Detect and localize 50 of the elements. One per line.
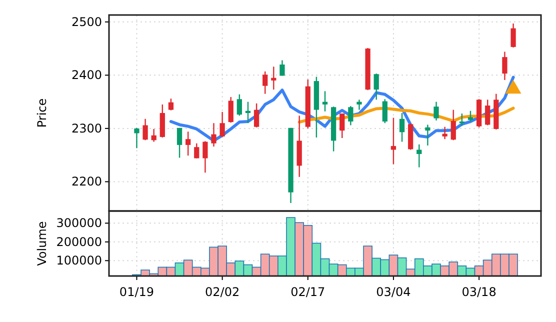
candlestick — [245, 101, 251, 124]
y-tick-label: 2400 — [71, 68, 102, 82]
candlestick — [168, 98, 174, 111]
candlestick — [399, 112, 405, 142]
candlestick — [416, 144, 422, 168]
y-tick-label: 300000 — [56, 216, 102, 230]
x-tick-label: 02/02 — [205, 285, 240, 300]
candlestick — [134, 127, 140, 149]
candlestick — [262, 70, 268, 94]
x-tick-label: 01/19 — [119, 285, 154, 300]
candlestick — [425, 124, 430, 146]
candlestick — [468, 110, 474, 122]
candlestick — [142, 118, 148, 141]
candlestick — [151, 128, 156, 142]
candlestick — [194, 142, 200, 159]
y-axis-title: Volume — [35, 221, 49, 266]
y-tick-label: 2200 — [71, 174, 102, 189]
candlestick — [510, 22, 516, 48]
candlestick — [236, 94, 242, 116]
candlestick — [186, 131, 191, 156]
candlestick — [211, 122, 216, 148]
y-tick-label: 100000 — [56, 253, 102, 268]
x-tick-label: 02/17 — [290, 285, 326, 300]
candlestick — [450, 109, 456, 141]
candlestick — [220, 111, 225, 138]
x-tick-label: 03/18 — [462, 285, 496, 300]
candlestick — [160, 104, 165, 138]
candlestick — [176, 127, 182, 158]
y-axis-title: Price — [35, 98, 49, 128]
x-tick-label: 03/04 — [376, 285, 411, 300]
candlestick — [502, 51, 508, 81]
y-tick-label: 200000 — [56, 234, 102, 249]
candlestick — [434, 101, 439, 122]
candlestick — [442, 126, 448, 140]
y-tick-label: 2300 — [71, 121, 102, 136]
candlestick — [459, 112, 464, 126]
candlestick — [271, 66, 276, 90]
candlestick — [254, 102, 260, 128]
candlestick — [340, 112, 345, 139]
candlestick — [382, 98, 388, 124]
candlestick — [202, 140, 208, 174]
candlestick — [322, 90, 328, 112]
candlestick — [228, 96, 234, 124]
candlestick — [280, 60, 285, 76]
candlestick — [485, 99, 490, 126]
candlestick — [390, 117, 396, 165]
candlestick — [348, 105, 354, 126]
y-tick-label: 2500 — [71, 14, 102, 29]
candlestick — [374, 72, 379, 100]
candlestick — [356, 99, 362, 110]
